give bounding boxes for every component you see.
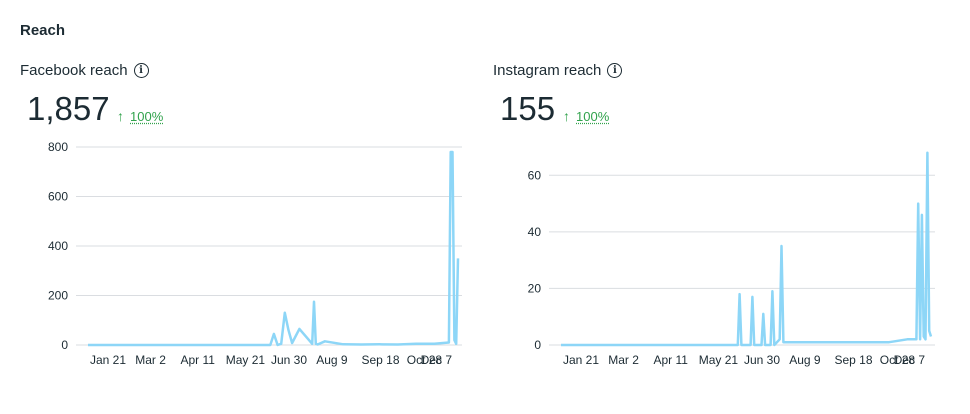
y-tick-label: 600 [48, 190, 68, 204]
series-line [561, 151, 933, 347]
y-tick-label: 400 [48, 239, 68, 253]
y-tick-label: 800 [48, 140, 68, 154]
facebook-reach-chart: 0 200 400 600 800 Jan 21 Mar 2 Apr 11 May 21 Jun … [48, 140, 462, 367]
x-tick-label: Oct 28 [880, 353, 916, 367]
x-tick-label: Dec 7 [421, 353, 453, 367]
x-tick-label: Sep 18 [835, 353, 873, 367]
y-tick-label: 40 [528, 225, 542, 239]
info-icon[interactable]: i [133, 63, 149, 78]
metric-label-text: Facebook reach [20, 62, 128, 79]
x-tick-label: Mar 2 [135, 353, 166, 367]
x-tick-label: May 21 [226, 353, 266, 367]
y-tick-label: 60 [528, 168, 542, 182]
instagram-reach-total: 155 [500, 90, 556, 127]
x-tick-label: May 21 [699, 353, 739, 367]
x-tick-label: Jan 21 [563, 353, 599, 367]
x-tick-label: Jun 30 [744, 353, 780, 367]
change-percent[interactable]: 100% [130, 108, 164, 124]
instagram-reach-change: ↑ 100% [563, 108, 609, 124]
x-tick-label: Aug 9 [316, 353, 348, 367]
facebook-reach-total: 1,857 [27, 90, 110, 127]
arrow-up-icon: ↑ [117, 108, 124, 124]
x-tick-label: Apr 11 [654, 353, 689, 367]
instagram-reach-label: Instagram reach i [493, 62, 623, 79]
x-tick-label: Apr 11 [181, 353, 216, 367]
x-tick-label: Jun 30 [271, 353, 307, 367]
y-tick-label: 200 [48, 289, 68, 303]
x-tick-label: Jan 21 [90, 353, 126, 367]
info-icon[interactable]: i [607, 63, 623, 78]
facebook-reach-change: ↑ 100% [117, 108, 163, 124]
change-percent[interactable]: 100% [576, 108, 610, 124]
section-title: Reach [20, 22, 66, 39]
x-tick-label: Mar 2 [608, 353, 639, 367]
y-tick-label: 0 [534, 338, 541, 352]
x-tick-label: Dec 7 [894, 353, 926, 367]
y-tick-label: 0 [61, 338, 68, 352]
x-tick-label: Oct 28 [407, 353, 443, 367]
x-tick-label: Aug 9 [789, 353, 821, 367]
instagram-reach-panel: Instagram reach i 155 ↑ 100% 0 20 40 60 Jan … [473, 0, 943, 414]
arrow-up-icon: ↑ [563, 108, 570, 124]
facebook-reach-label: Facebook reach i [20, 62, 149, 79]
facebook-reach-panel: Facebook reach i 1,857 ↑ 100% 0 200 400 600… [0, 0, 470, 414]
instagram-reach-chart: 0 20 40 60 Jan 21 Mar 2 Apr 11 May 21 Jun 30 Aug … [528, 151, 935, 367]
series-line [88, 150, 460, 347]
metric-label-text: Instagram reach [493, 62, 602, 79]
x-tick-label: Sep 18 [362, 353, 400, 367]
y-tick-label: 20 [528, 281, 542, 295]
